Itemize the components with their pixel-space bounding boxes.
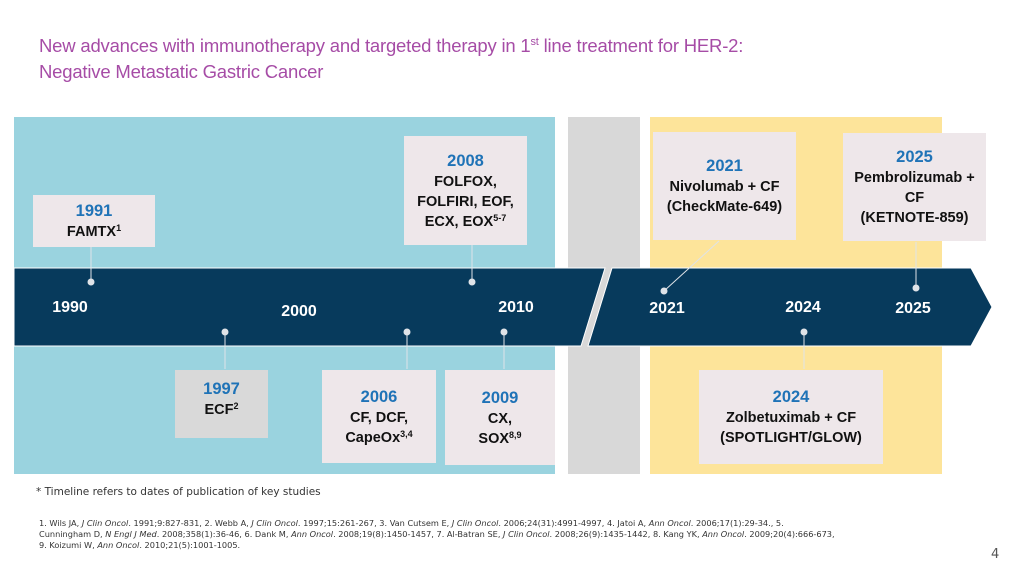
event-year: 1991 [75,202,113,220]
reference-line-3: 9. Koizumi W, Ann Oncol. 2010;21(5):1001… [39,540,241,550]
axis-label-2025: 2025 [895,300,931,317]
title-line-2: Negative Metastatic Gastric Cancer [39,61,324,82]
page-number: 4 [991,547,1000,562]
axis-label-2024: 2024 [785,299,821,316]
event-box-1997: 1997 ECF2 [175,370,268,438]
event-regimen-line: Nivolumab + CF [669,179,780,195]
event-regimen-line: CF, DCF, [350,409,408,426]
dot-1991 [87,278,95,286]
connector-2021 [663,240,720,292]
event-regimen-line: FOLFIRI, EOF, [417,193,514,210]
event-regimen-line: CapeOx3,4 [345,428,413,446]
title-line-1: New advances with immunotherapy and targ… [39,35,744,56]
dot-2025 [912,284,920,292]
event-year: 2006 [360,387,398,406]
dot-2008 [468,278,476,286]
dot-2021 [660,287,668,295]
event-regimen-line: Zolbetuximab + CF [725,410,857,426]
event-regimen-line: SOX8,9 [478,429,522,447]
event-year: 2025 [896,148,933,166]
event-regimen: FAMTX1 [66,223,122,241]
axis-label-2021: 2021 [649,300,685,317]
timeline-band-right [587,267,993,347]
event-regimen-line: (CheckMate-649) [666,199,783,215]
slide-title: New advances with immunotherapy and targ… [39,33,999,85]
event-box-2006: 2006 CF, DCF, CapeOx3,4 [322,370,436,463]
event-regimen: ECF2 [204,401,239,419]
event-box-2024: 2024 Zolbetuximab + CF (SPOTLIGHT/GLOW) [699,370,883,464]
timeline-band-left [13,267,606,347]
event-regimen-line: CX, [487,410,513,427]
axis-label-2010: 2010 [498,299,534,316]
event-box-2009: 2009 CX, SOX8,9 [445,370,555,465]
event-year: 2024 [772,388,810,406]
event-box-1991: 1991 FAMTX1 [33,195,155,247]
dot-1997 [221,328,229,336]
reference-line-1: 1. Wils JA, J Clin Oncol. 1991;9:827-831… [39,518,784,528]
event-box-2025: 2025 Pembrolizumab + CF (KETNOTE-859) [843,133,986,241]
event-regimen-line: CF [904,190,925,206]
reference-line-2: Cunningham D, N Engl J Med. 2008;358(1):… [39,529,835,539]
event-regimen-line: ECX, EOX5-7 [424,212,507,230]
event-year: 1997 [203,380,240,398]
event-regimen-line: (KETNOTE-859) [860,210,969,226]
event-regimen-line: FOLFOX, [434,173,497,190]
dot-2024 [800,328,808,336]
event-box-2008: 2008 FOLFOX, FOLFIRI, EOF, ECX, EOX5-7 [404,136,527,245]
references: 1. Wils JA, J Clin Oncol. 1991;9:827-831… [39,518,939,551]
axis-label-1990: 1990 [52,299,88,316]
event-regimen-line: Pembrolizumab + [854,170,975,186]
axis-label-2000: 2000 [281,303,317,320]
event-year: 2008 [447,151,484,170]
event-year: 2021 [706,157,743,175]
dot-2006 [403,328,411,336]
timeline-footnote: * Timeline refers to dates of publicatio… [36,486,321,498]
event-year: 2009 [481,388,519,407]
dot-2009 [500,328,508,336]
event-box-2021: 2021 Nivolumab + CF (CheckMate-649) [653,132,796,240]
event-regimen-line: (SPOTLIGHT/GLOW) [720,430,862,446]
